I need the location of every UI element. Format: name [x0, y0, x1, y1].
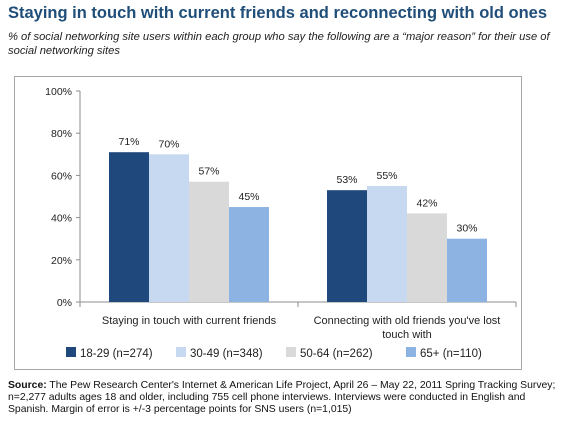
legend-swatch [406, 347, 416, 357]
bar-value-label: 42% [416, 197, 437, 209]
y-tick-label: 20% [51, 255, 72, 267]
legend-label: 65+ (n=110) [420, 348, 482, 360]
bar-value-label: 70% [158, 138, 179, 150]
legend-swatch [176, 347, 186, 357]
x-category-label: touch with [382, 329, 432, 341]
bar-value-label: 71% [118, 136, 139, 148]
bar [367, 185, 407, 302]
source-label: Source: [8, 380, 47, 391]
source-text: The Pew Research Center's Internet & Ame… [8, 380, 556, 416]
bar [327, 190, 367, 302]
legend-swatch [286, 347, 296, 357]
bar [189, 181, 229, 302]
x-category-label: Connecting with old friends you've lost [314, 315, 501, 327]
y-tick-label: 0% [57, 297, 72, 309]
bar [447, 238, 487, 302]
bar-value-label: 53% [336, 174, 357, 186]
legend-swatch [66, 347, 76, 357]
source-note: Source: The Pew Research Center's Intern… [8, 380, 560, 417]
legend-label: 50-64 (n=262) [300, 348, 373, 360]
bar-value-label: 55% [376, 170, 397, 182]
chart-title: Staying in touch with current friends an… [8, 4, 548, 22]
y-tick-label: 100% [45, 86, 72, 98]
bar [109, 152, 149, 302]
bar-chart: 0% 20% 40% 60% 80% 100% 71% 70% 57% 45% Staying in… [45, 86, 517, 360]
legend-label: 18-29 (n=274) [80, 348, 153, 360]
legend-label: 30-49 (n=348) [190, 348, 263, 360]
chart-subtitle: % of social networking site users within… [8, 31, 550, 57]
x-category-label: Staying in touch with current friends [102, 315, 277, 327]
bar-value-label: 45% [238, 191, 259, 203]
bar [229, 207, 269, 302]
y-tick-label: 60% [51, 170, 72, 182]
bar [149, 154, 189, 302]
bar-value-label: 30% [456, 223, 477, 235]
bar-value-label: 57% [198, 166, 219, 178]
chart-frame [14, 76, 522, 370]
y-tick-label: 40% [51, 213, 72, 225]
bar [407, 213, 447, 302]
y-tick-label: 80% [51, 128, 72, 140]
